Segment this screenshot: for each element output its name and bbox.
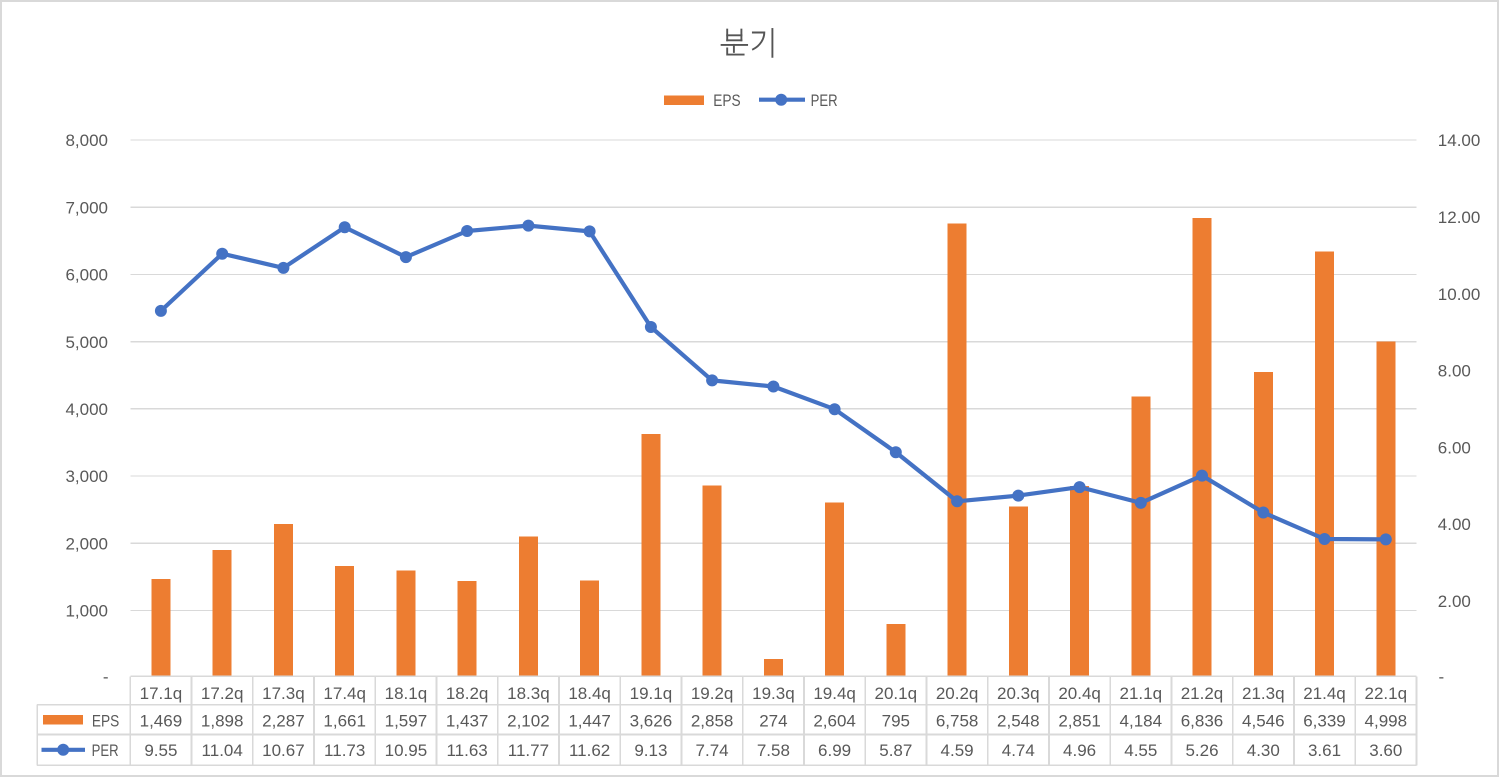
svg-text:PER: PER <box>811 91 838 110</box>
svg-text:1,447: 1,447 <box>568 712 611 731</box>
svg-text:6,339: 6,339 <box>1303 712 1346 731</box>
svg-text:18.4q: 18.4q <box>568 684 611 703</box>
svg-text:EPS: EPS <box>713 91 740 110</box>
svg-text:17.4q: 17.4q <box>323 684 366 703</box>
svg-text:4,546: 4,546 <box>1242 712 1285 731</box>
svg-text:14.00: 14.00 <box>1438 131 1481 150</box>
svg-text:1,000: 1,000 <box>65 602 108 621</box>
svg-text:19.2q: 19.2q <box>691 684 734 703</box>
svg-text:6.00: 6.00 <box>1438 438 1471 457</box>
svg-text:2.00: 2.00 <box>1438 592 1471 611</box>
svg-text:10.95: 10.95 <box>385 741 428 760</box>
svg-text:8,000: 8,000 <box>65 131 108 150</box>
svg-text:21.2q: 21.2q <box>1181 684 1224 703</box>
svg-text:7.74: 7.74 <box>696 741 729 760</box>
svg-text:3.61: 3.61 <box>1308 741 1341 760</box>
svg-text:4.00: 4.00 <box>1438 515 1471 534</box>
svg-text:6,000: 6,000 <box>65 266 108 285</box>
svg-text:20.1q: 20.1q <box>875 684 918 703</box>
svg-text:7.58: 7.58 <box>757 741 790 760</box>
svg-text:4,000: 4,000 <box>65 400 108 419</box>
svg-text:1,469: 1,469 <box>140 712 183 731</box>
svg-text:4.59: 4.59 <box>941 741 974 760</box>
svg-text:2,287: 2,287 <box>262 712 305 731</box>
svg-text:20.2q: 20.2q <box>936 684 979 703</box>
svg-text:EPS: EPS <box>92 712 119 731</box>
svg-text:3.60: 3.60 <box>1369 741 1402 760</box>
svg-text:11.62: 11.62 <box>569 741 610 760</box>
svg-text:5.87: 5.87 <box>879 741 912 760</box>
svg-text:21.4q: 21.4q <box>1303 684 1346 703</box>
svg-text:3,626: 3,626 <box>630 712 673 731</box>
svg-text:12.00: 12.00 <box>1438 208 1481 227</box>
svg-text:274: 274 <box>759 712 787 731</box>
svg-text:2,548: 2,548 <box>997 712 1040 731</box>
svg-text:9.13: 9.13 <box>634 741 667 760</box>
svg-text:4.30: 4.30 <box>1247 741 1280 760</box>
svg-text:4,998: 4,998 <box>1365 712 1408 731</box>
svg-text:7,000: 7,000 <box>65 198 108 217</box>
svg-text:PER: PER <box>92 741 119 760</box>
svg-text:11.63: 11.63 <box>446 741 487 760</box>
svg-text:2,102: 2,102 <box>507 712 550 731</box>
svg-text:11.04: 11.04 <box>202 741 243 760</box>
svg-text:19.4q: 19.4q <box>813 684 856 703</box>
svg-text:17.2q: 17.2q <box>201 684 244 703</box>
svg-text:11.77: 11.77 <box>508 741 549 760</box>
svg-text:5.26: 5.26 <box>1185 741 1218 760</box>
svg-text:4,184: 4,184 <box>1120 712 1163 731</box>
svg-text:1,437: 1,437 <box>446 712 489 731</box>
svg-text:4.55: 4.55 <box>1124 741 1157 760</box>
svg-text:2,851: 2,851 <box>1058 712 1101 731</box>
svg-text:1,597: 1,597 <box>385 712 428 731</box>
svg-text:19.1q: 19.1q <box>630 684 673 703</box>
svg-text:20.3q: 20.3q <box>997 684 1040 703</box>
svg-text:17.1q: 17.1q <box>140 684 183 703</box>
svg-text:6.99: 6.99 <box>818 741 851 760</box>
svg-text:17.3q: 17.3q <box>262 684 305 703</box>
svg-text:6,758: 6,758 <box>936 712 979 731</box>
svg-text:8.00: 8.00 <box>1438 362 1471 381</box>
svg-text:795: 795 <box>882 712 910 731</box>
svg-text:2,604: 2,604 <box>813 712 856 731</box>
svg-text:19.3q: 19.3q <box>752 684 795 703</box>
svg-text:4.96: 4.96 <box>1063 741 1096 760</box>
svg-text:1,661: 1,661 <box>323 712 366 731</box>
svg-text:20.4q: 20.4q <box>1058 684 1101 703</box>
svg-text:21.1q: 21.1q <box>1120 684 1163 703</box>
svg-text:5,000: 5,000 <box>65 333 108 352</box>
svg-text:1,898: 1,898 <box>201 712 244 731</box>
svg-text:21.3q: 21.3q <box>1242 684 1285 703</box>
svg-text:10.00: 10.00 <box>1438 285 1481 304</box>
svg-text:10.67: 10.67 <box>262 741 305 760</box>
svg-text:6,836: 6,836 <box>1181 712 1224 731</box>
svg-text:18.1q: 18.1q <box>385 684 428 703</box>
svg-text:-: - <box>1439 667 1445 686</box>
svg-text:18.3q: 18.3q <box>507 684 550 703</box>
svg-text:4.74: 4.74 <box>1002 741 1035 760</box>
svg-text:9.55: 9.55 <box>144 741 177 760</box>
svg-text:2,000: 2,000 <box>65 534 108 553</box>
svg-text:22.1q: 22.1q <box>1365 684 1408 703</box>
svg-text:18.2q: 18.2q <box>446 684 489 703</box>
svg-text:11.73: 11.73 <box>324 741 365 760</box>
svg-text:-: - <box>103 667 109 686</box>
svg-text:2,858: 2,858 <box>691 712 734 731</box>
svg-text:3,000: 3,000 <box>65 467 108 486</box>
